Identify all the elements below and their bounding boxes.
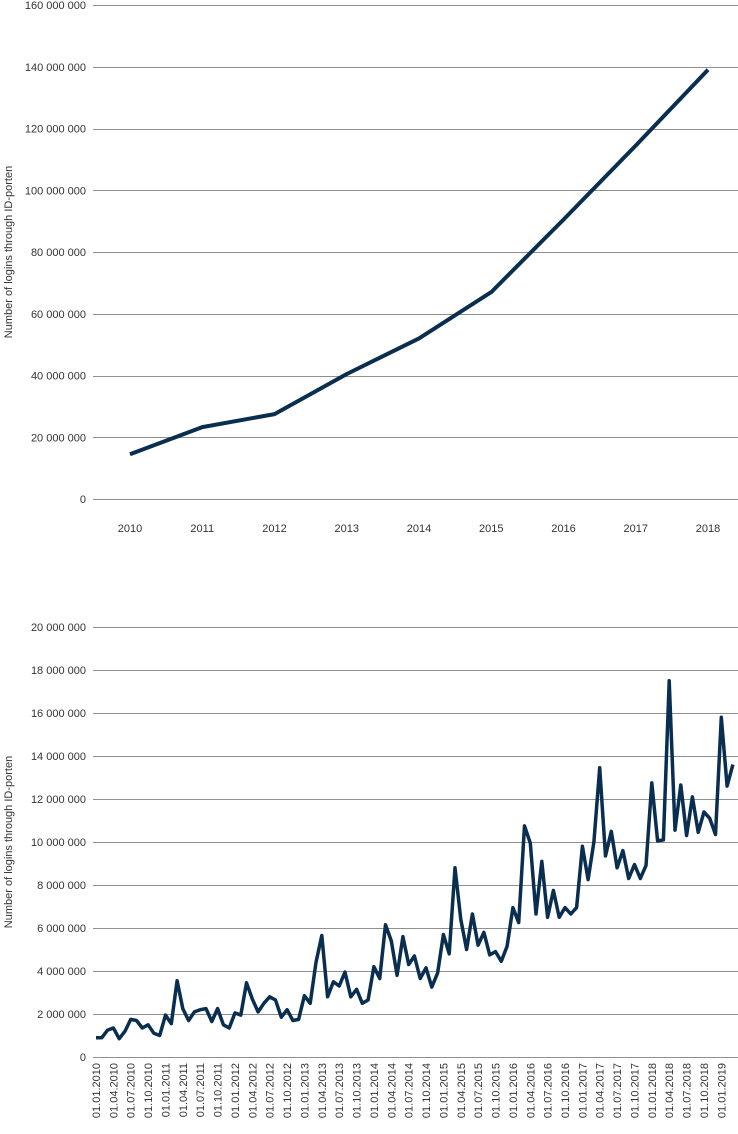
y-tick-label: 2 000 000 xyxy=(37,1009,86,1021)
x-tick-label: 2014 xyxy=(407,523,431,535)
y-tick-label: 10 000 000 xyxy=(31,837,86,849)
annual-logins-chart: 0 20 000 000 40 000 000 60 000 000 80 000 00… xyxy=(3,0,738,535)
annual-y-ticks: 0 20 000 000 40 000 000 60 000 000 80 000 00… xyxy=(25,0,86,506)
x-tick-label: 01.04.2010 xyxy=(108,1063,120,1118)
x-tick-label: 01.10.2010 xyxy=(143,1063,155,1118)
x-tick-label: 01.04.2013 xyxy=(317,1063,329,1118)
monthly-grid xyxy=(93,627,738,1058)
x-tick-label: 01.01.2018 xyxy=(647,1063,659,1118)
monthly-y-ticks: 0 2 000 000 4 000 000 6 000 000 8 000 000 10 … xyxy=(31,622,86,1064)
x-tick-label: 01.07.2013 xyxy=(334,1063,346,1118)
x-tick-label: 01.04.2016 xyxy=(525,1063,537,1118)
x-tick-label: 01.01.2012 xyxy=(230,1063,242,1118)
x-tick-label: 2018 xyxy=(696,523,720,535)
x-tick-label: 01.10.2012 xyxy=(282,1063,294,1118)
y-tick-label: 100 000 000 xyxy=(25,185,86,197)
annual-grid xyxy=(93,5,738,500)
y-tick-label: 20 000 000 xyxy=(31,622,86,634)
x-tick-label: 01.01.2010 xyxy=(91,1063,103,1118)
y-tick-label: 140 000 000 xyxy=(25,62,86,74)
x-tick-label: 01.04.2018 xyxy=(664,1063,676,1118)
x-tick-label: 01.10.2014 xyxy=(421,1063,433,1118)
y-tick-label: 40 000 000 xyxy=(31,371,86,383)
y-tick-label: 12 000 000 xyxy=(31,794,86,806)
y-tick-label: 16 000 000 xyxy=(31,708,86,720)
x-tick-label: 01.10.2016 xyxy=(560,1063,572,1118)
y-tick-label: 0 xyxy=(80,494,86,506)
x-tick-label: 2016 xyxy=(551,523,575,535)
monthly-logins-chart: 0 2 000 000 4 000 000 6 000 000 8 000 000 10 … xyxy=(3,622,738,1118)
x-tick-label: 01.07.2016 xyxy=(543,1063,555,1118)
x-tick-label: 2012 xyxy=(262,523,286,535)
y-tick-label: 80 000 000 xyxy=(31,247,86,259)
annual-y-axis-label: Number of logins through ID-porten xyxy=(3,166,15,338)
x-tick-label: 2017 xyxy=(624,523,648,535)
annual-logins-line xyxy=(129,68,710,457)
x-tick-label: 01.10.2017 xyxy=(629,1063,641,1118)
x-tick-label: 01.01.2019 xyxy=(716,1063,728,1118)
y-tick-label: 4 000 000 xyxy=(37,966,86,978)
x-tick-label: 01.07.2017 xyxy=(612,1063,624,1118)
monthly-x-ticks: 01.01.2010 01.04.2010 01.07.2010 01.10.2010… xyxy=(91,1063,728,1118)
x-tick-label: 01.04.2011 xyxy=(178,1063,190,1117)
x-tick-label: 01.01.2015 xyxy=(438,1063,450,1118)
y-tick-label: 0 xyxy=(80,1052,86,1064)
x-tick-label: 01.07.2011 xyxy=(195,1063,207,1117)
x-tick-label: 01.01.2014 xyxy=(369,1063,381,1118)
x-tick-label: 01.04.2017 xyxy=(595,1063,607,1118)
monthly-logins-line xyxy=(96,679,735,1041)
x-tick-label: 2013 xyxy=(335,523,359,535)
x-tick-label: 01.07.2012 xyxy=(265,1063,277,1118)
monthly-y-axis-label: Number of logins through ID-porten xyxy=(3,756,15,928)
x-tick-label: 01.07.2010 xyxy=(126,1063,138,1118)
y-tick-label: 160 000 000 xyxy=(25,0,86,12)
x-tick-label: 01.04.2014 xyxy=(386,1063,398,1118)
x-tick-label: 01.10.2011 xyxy=(213,1063,225,1117)
x-tick-label: 01.01.2011 xyxy=(160,1063,172,1117)
y-tick-label: 6 000 000 xyxy=(37,923,86,935)
x-tick-label: 01.04.2015 xyxy=(456,1063,468,1118)
monthly-series xyxy=(95,679,735,1041)
x-tick-label: 01.10.2018 xyxy=(699,1063,711,1118)
y-tick-label: 8 000 000 xyxy=(37,880,86,892)
y-tick-label: 120 000 000 xyxy=(25,124,86,136)
y-tick-label: 18 000 000 xyxy=(31,665,86,677)
x-tick-label: 01.10.2015 xyxy=(491,1063,503,1118)
x-tick-label: 2011 xyxy=(190,523,214,535)
x-tick-label: 01.01.2016 xyxy=(508,1063,520,1118)
x-tick-label: 01.01.2013 xyxy=(299,1063,311,1118)
annual-x-ticks: 2010 2011 2012 2013 2014 2015 2016 2017 2018 xyxy=(118,523,720,535)
x-tick-label: 2015 xyxy=(479,523,503,535)
x-tick-label: 01.10.2013 xyxy=(352,1063,364,1118)
y-tick-label: 60 000 000 xyxy=(31,309,86,321)
x-tick-label: 01.01.2017 xyxy=(577,1063,589,1118)
x-tick-label: 01.04.2012 xyxy=(247,1063,259,1118)
x-tick-label: 2010 xyxy=(118,523,142,535)
x-tick-label: 01.07.2015 xyxy=(473,1063,485,1118)
y-tick-label: 14 000 000 xyxy=(31,751,86,763)
x-tick-label: 01.07.2014 xyxy=(404,1063,416,1118)
annual-series xyxy=(129,68,710,457)
x-tick-label: 01.07.2018 xyxy=(682,1063,694,1118)
y-tick-label: 20 000 000 xyxy=(31,432,86,444)
